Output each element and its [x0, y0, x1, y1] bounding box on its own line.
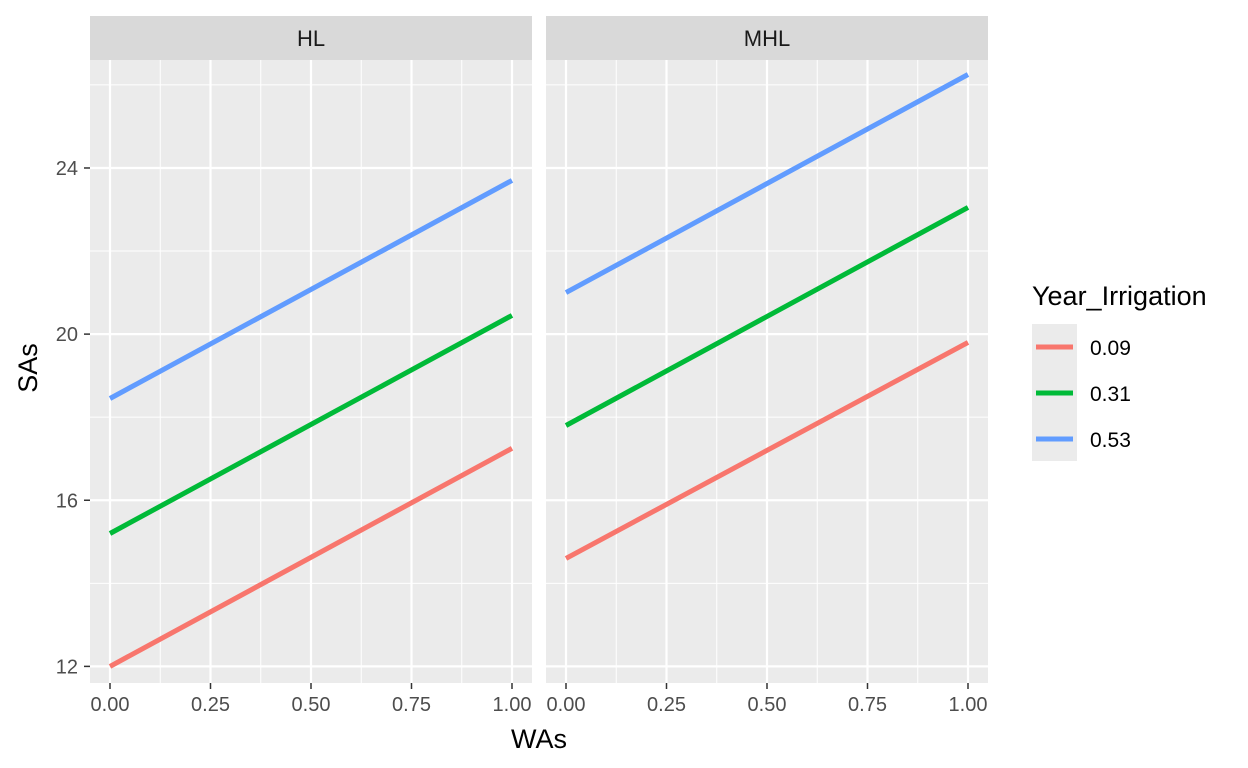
legend-label-0.31: 0.31 — [1090, 383, 1131, 406]
facet-strip — [90, 16, 532, 60]
x-tick-label: 0.00 — [547, 694, 586, 716]
x-axis-title: WAs — [511, 724, 567, 754]
x-tick-label: 0.75 — [848, 694, 887, 716]
facet-strip — [546, 16, 988, 60]
x-tick-label: 1.00 — [493, 694, 532, 716]
panel-mhl: MHL — [546, 16, 988, 683]
legend-label-0.09: 0.09 — [1090, 337, 1131, 360]
y-tick-label: 24 — [56, 158, 78, 180]
legend-title: Year_Irrigation — [1032, 281, 1207, 311]
x-tick-label: 0.00 — [91, 694, 130, 716]
line-hl-0.53 — [108, 178, 514, 401]
legend: Year_Irrigation 0.09 0.31 0.53 — [1032, 281, 1207, 461]
x-tick-label: 1.00 — [949, 694, 988, 716]
x-tick-label: 0.75 — [392, 694, 431, 716]
facet-label-hl: HL — [297, 26, 325, 51]
y-tick-label: 12 — [56, 656, 78, 678]
y-tick-label: 20 — [56, 324, 78, 346]
y-tick-label: 16 — [56, 490, 78, 512]
y-axis-title: SAs — [13, 343, 43, 393]
line-mhl-0.09 — [564, 340, 970, 561]
line-mhl-0.31 — [564, 205, 970, 428]
panel-hl: HL — [90, 16, 532, 683]
legend-label-0.53: 0.53 — [1090, 429, 1131, 452]
x-tick-label: 0.50 — [748, 694, 787, 716]
x-tick-label: 0.50 — [292, 694, 331, 716]
line-mhl-0.53 — [564, 72, 970, 295]
line-hl-0.31 — [108, 313, 514, 536]
facet-label-mhl: MHL — [744, 26, 790, 51]
x-tick-label: 0.25 — [647, 694, 686, 716]
x-tick-label: 0.25 — [191, 694, 230, 716]
line-hl-0.09 — [108, 446, 514, 669]
